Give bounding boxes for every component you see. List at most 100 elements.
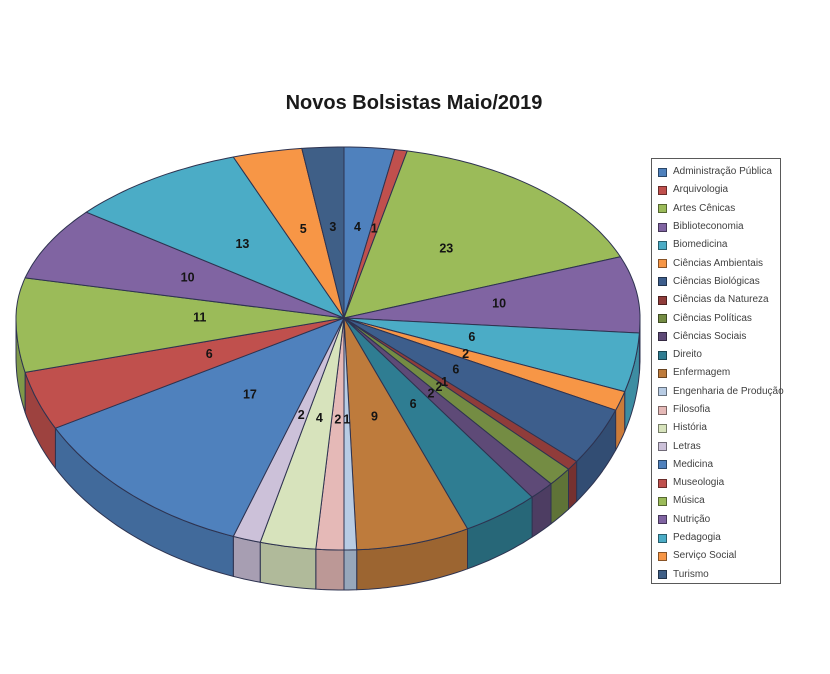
pie-slice[interactable] bbox=[343, 317, 626, 411]
legend: Administração Pública Arquivologia Artes C… bbox=[651, 158, 784, 584]
legend-item-label: Administração Pública bbox=[673, 166, 772, 178]
slice-value-label: 4 bbox=[354, 220, 361, 234]
legend-item[interactable]: Enfermagem bbox=[652, 364, 780, 382]
slice-value-label: 13 bbox=[235, 237, 249, 251]
legend-item[interactable]: Ciências Biológicas bbox=[652, 273, 780, 291]
pie-slice[interactable] bbox=[343, 317, 569, 485]
slice-value-label: 10 bbox=[181, 271, 195, 285]
pie-slice[interactable] bbox=[301, 146, 345, 319]
legend-item-label: Pedagogia bbox=[673, 532, 721, 544]
legend-item[interactable]: Biblioteconomia bbox=[652, 218, 780, 236]
legend-item[interactable]: Administração Pública bbox=[652, 163, 780, 181]
legend-item[interactable]: Música bbox=[652, 492, 780, 510]
legend-swatch-icon bbox=[658, 332, 667, 342]
slice-value-label: 6 bbox=[206, 347, 213, 361]
legend-item-label: Turismo bbox=[673, 568, 709, 580]
slice-value-label: 9 bbox=[371, 409, 378, 423]
legend-item[interactable]: Medicina bbox=[652, 456, 780, 474]
legend-swatch-icon bbox=[658, 405, 667, 415]
legend-swatch-icon bbox=[658, 259, 667, 269]
legend-item[interactable]: Ciências da Natureza bbox=[652, 291, 780, 309]
legend-item[interactable]: Nutrição bbox=[652, 511, 780, 529]
chart-title: Novos Bolsistas Maio/2019 bbox=[285, 92, 543, 114]
legend-item[interactable]: Engenharia de Produção bbox=[652, 383, 784, 401]
legend-item[interactable]: História bbox=[652, 419, 780, 437]
pie-slice-rim bbox=[343, 549, 358, 591]
legend-item-label: Ciências Sociais bbox=[673, 330, 747, 342]
slice-value-label: 23 bbox=[439, 242, 453, 256]
slice-value-label: 6 bbox=[410, 397, 417, 411]
legend-item-label: Museologia bbox=[673, 477, 725, 489]
slice-value-label: 1 bbox=[371, 221, 378, 235]
pie-slice[interactable] bbox=[24, 317, 345, 429]
pie-slice[interactable] bbox=[24, 211, 345, 319]
legend-item[interactable]: Letras bbox=[652, 437, 780, 455]
slice-value-label: 17 bbox=[243, 388, 257, 402]
legend-swatch-icon bbox=[658, 240, 667, 250]
legend-item[interactable]: Ciências Ambientais bbox=[652, 254, 780, 272]
pie-slice[interactable] bbox=[343, 317, 617, 462]
legend-item[interactable]: Pedagogia bbox=[652, 529, 780, 547]
legend-swatch-icon bbox=[658, 496, 667, 506]
legend-item[interactable]: Artes Cênicas bbox=[652, 200, 780, 218]
slice-value-label: 1 bbox=[441, 375, 448, 389]
legend-item-label: Ciências Ambientais bbox=[673, 257, 764, 269]
pie-slice[interactable] bbox=[54, 317, 345, 537]
legend-item-label: História bbox=[673, 422, 707, 434]
legend-item[interactable]: Ciências Políticas bbox=[652, 309, 780, 327]
slice-value-label: 1 bbox=[343, 412, 350, 426]
legend-item-label: Música bbox=[673, 495, 705, 507]
legend-swatch-icon bbox=[658, 515, 667, 525]
legend-item-label: Direito bbox=[673, 349, 702, 361]
legend-item[interactable]: Museologia bbox=[652, 474, 780, 492]
pie-slice[interactable] bbox=[343, 317, 468, 551]
legend-item-label: Arquivologia bbox=[673, 184, 729, 196]
slice-value-label: 4 bbox=[316, 411, 323, 425]
legend-item[interactable]: Filosofia bbox=[652, 401, 780, 419]
pie-slice-rim bbox=[315, 548, 345, 591]
legend-item[interactable]: Biomedicina bbox=[652, 236, 780, 254]
pie-slice[interactable] bbox=[343, 256, 641, 334]
pie-slice[interactable] bbox=[259, 317, 345, 550]
legend-swatch-icon bbox=[658, 350, 667, 360]
pie-slice[interactable] bbox=[232, 147, 345, 319]
slice-value-label: 6 bbox=[452, 363, 459, 377]
legend-swatch-icon bbox=[658, 478, 667, 488]
legend-item[interactable]: Turismo bbox=[652, 566, 780, 584]
slice-value-label: 3 bbox=[329, 220, 336, 234]
slice-value-label: 2 bbox=[428, 386, 435, 400]
legend-item-label: Nutrição bbox=[673, 513, 711, 525]
legend-item[interactable]: Ciências Sociais bbox=[652, 328, 780, 346]
pie-slice[interactable] bbox=[343, 317, 552, 498]
legend-swatch-icon bbox=[658, 167, 667, 177]
legend-item[interactable]: Arquivologia bbox=[652, 181, 780, 199]
legend-item[interactable]: Direito bbox=[652, 346, 780, 364]
legend-item-label: Serviço Social bbox=[673, 550, 737, 562]
legend-swatch-icon bbox=[658, 570, 667, 580]
pie-slice-rim bbox=[259, 541, 317, 590]
legend-item-label: Medicina bbox=[673, 458, 714, 470]
pie-slice[interactable] bbox=[232, 317, 345, 543]
legend-swatch-icon bbox=[658, 423, 667, 433]
legend-item-label: Ciências Biológicas bbox=[673, 275, 760, 287]
pie-slice[interactable] bbox=[85, 156, 345, 319]
legend-item-label: Filosofia bbox=[673, 404, 711, 415]
legend-item-label: Enfermagem bbox=[673, 367, 731, 379]
slice-value-label: 6 bbox=[468, 330, 475, 344]
slice-value-label: 2 bbox=[298, 408, 305, 422]
legend-item[interactable]: Serviço Social bbox=[652, 547, 780, 565]
legend-swatch-icon bbox=[658, 277, 667, 287]
pie-slice[interactable] bbox=[343, 317, 640, 393]
legend-swatch-icon bbox=[658, 314, 667, 324]
legend-swatch-icon bbox=[658, 204, 667, 214]
legend-item-label: Biblioteconomia bbox=[673, 221, 744, 233]
pie-slice[interactable] bbox=[343, 150, 621, 319]
slice-value-label: 2 bbox=[462, 347, 469, 361]
pie-slice[interactable] bbox=[343, 317, 533, 530]
legend-swatch-icon bbox=[658, 387, 667, 397]
legend-swatch-icon bbox=[658, 533, 667, 543]
slice-value-label: 5 bbox=[300, 222, 307, 236]
pie-slice[interactable] bbox=[15, 277, 345, 373]
